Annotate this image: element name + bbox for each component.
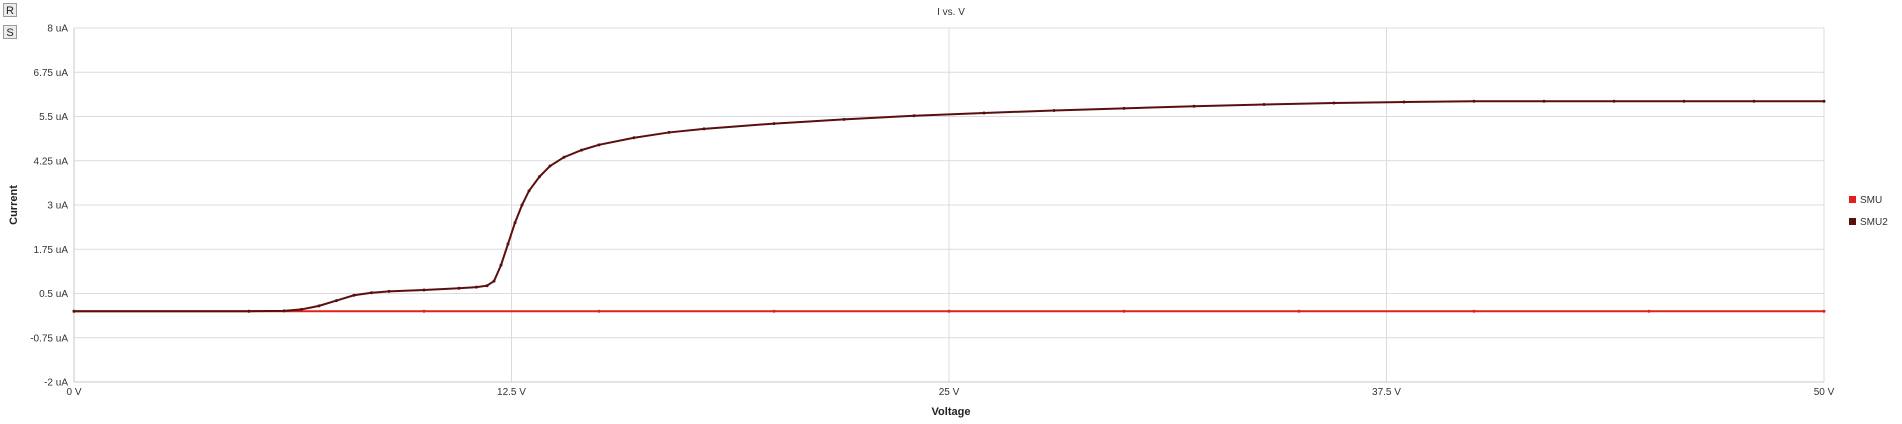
x-tick-label: 37.5 V bbox=[1372, 387, 1401, 398]
data-point bbox=[597, 143, 601, 147]
y-axis-label: Current bbox=[8, 185, 20, 225]
y-tick-label: 3 uA bbox=[47, 201, 68, 212]
data-point bbox=[475, 285, 478, 289]
y-tick-label: -2 uA bbox=[44, 378, 68, 389]
data-point bbox=[1822, 99, 1826, 103]
data-point bbox=[1752, 99, 1756, 103]
data-point bbox=[1472, 309, 1476, 313]
data-point bbox=[1402, 100, 1406, 104]
y-tick-label: 8 uA bbox=[47, 24, 68, 35]
legend-swatch bbox=[1849, 196, 1856, 203]
y-tick-label: -0.75 uA bbox=[30, 333, 68, 344]
data-point bbox=[562, 155, 566, 159]
series-smu2 bbox=[72, 99, 1826, 313]
data-point bbox=[506, 242, 510, 246]
data-point bbox=[72, 309, 76, 313]
data-point bbox=[247, 309, 251, 313]
data-point bbox=[580, 148, 583, 152]
data-point bbox=[1332, 101, 1336, 105]
data-point bbox=[422, 309, 426, 313]
data-point bbox=[1822, 309, 1826, 313]
data-point bbox=[1297, 309, 1301, 313]
data-point bbox=[1682, 99, 1686, 103]
x-tick-label: 12.5 V bbox=[497, 387, 526, 398]
y-axis-ticks: -2 uA -0.75 uA 0.5 uA 1.75 uA 3 uA 4.25 uA 5.5… bbox=[30, 24, 68, 389]
data-point bbox=[1612, 99, 1616, 103]
settings-button[interactable]: S bbox=[3, 25, 17, 39]
legend: SMU SMU2 bbox=[1849, 195, 1888, 228]
x-tick-label: 50 V bbox=[1814, 387, 1835, 398]
data-point bbox=[1542, 99, 1546, 103]
data-point bbox=[842, 117, 846, 121]
data-point bbox=[485, 284, 489, 288]
data-point bbox=[912, 114, 916, 118]
chart-title: I vs. V bbox=[937, 7, 965, 18]
data-point bbox=[422, 288, 426, 292]
data-point bbox=[947, 309, 951, 313]
y-tick-label: 6.75 uA bbox=[34, 68, 69, 79]
series-smu bbox=[72, 309, 1826, 313]
data-point bbox=[335, 299, 338, 303]
data-point bbox=[300, 307, 303, 311]
x-axis-ticks: 0 V 12.5 V 25 V 37.5 V 50 V bbox=[66, 387, 1834, 398]
reset-zoom-button[interactable]: R bbox=[3, 3, 17, 17]
data-point bbox=[317, 304, 321, 308]
data-point bbox=[352, 293, 356, 297]
x-axis-label: Voltage bbox=[932, 406, 971, 418]
data-point bbox=[1262, 102, 1266, 106]
data-point bbox=[370, 291, 373, 295]
data-point bbox=[282, 309, 286, 313]
data-point bbox=[1052, 108, 1056, 112]
data-point bbox=[513, 221, 517, 225]
legend-label: SMU2 bbox=[1860, 217, 1888, 228]
data-point bbox=[1122, 309, 1126, 313]
series-group bbox=[72, 99, 1826, 313]
data-point bbox=[492, 279, 496, 283]
data-point bbox=[1647, 309, 1651, 313]
data-point bbox=[548, 164, 552, 168]
x-tick-label: 25 V bbox=[939, 387, 960, 398]
grid-lines bbox=[73, 27, 1825, 383]
y-tick-label: 0.5 uA bbox=[39, 289, 68, 300]
data-point bbox=[520, 203, 524, 207]
data-point bbox=[387, 289, 391, 293]
legend-label: SMU bbox=[1860, 195, 1882, 206]
y-tick-label: 1.75 uA bbox=[34, 245, 69, 256]
data-point bbox=[538, 175, 541, 179]
data-point bbox=[772, 309, 776, 313]
data-point bbox=[772, 122, 776, 126]
data-point bbox=[667, 130, 671, 134]
x-tick-label: 0 V bbox=[66, 387, 81, 398]
data-point bbox=[1472, 99, 1476, 103]
data-point bbox=[982, 111, 986, 115]
data-point bbox=[457, 286, 461, 290]
data-point bbox=[527, 189, 531, 193]
y-tick-label: 4.25 uA bbox=[34, 156, 69, 167]
data-point bbox=[1192, 104, 1196, 108]
data-point bbox=[632, 136, 636, 140]
legend-swatch bbox=[1849, 218, 1856, 225]
data-point bbox=[499, 263, 503, 267]
data-point bbox=[1122, 106, 1126, 110]
y-tick-label: 5.5 uA bbox=[39, 112, 68, 123]
data-point bbox=[702, 127, 706, 131]
data-point bbox=[597, 309, 601, 313]
